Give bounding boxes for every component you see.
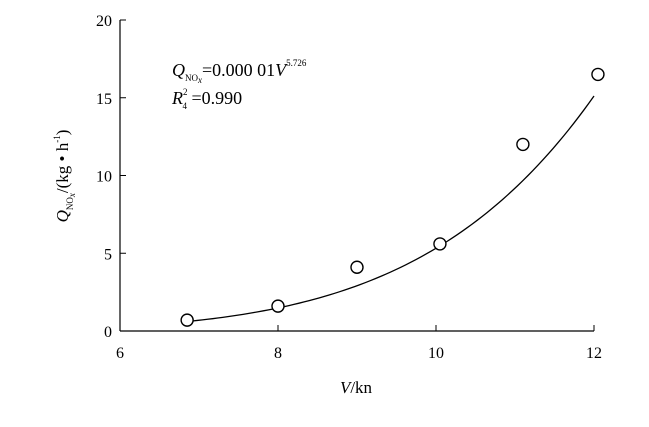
data-points xyxy=(180,67,605,327)
x-axis-title: V/kn xyxy=(340,378,373,397)
x-tick-label: 8 xyxy=(274,345,282,362)
x-axis-var: V xyxy=(340,378,353,397)
y-axis-unit-open: /(kg • h xyxy=(53,142,72,193)
r2-annotation: R2 4 =0.990 xyxy=(171,87,242,111)
y-axis-unit-sup: -1 xyxy=(52,135,62,143)
eq-rhs: =0.000 01 xyxy=(202,60,275,80)
data-point xyxy=(433,237,447,251)
data-point xyxy=(180,313,194,327)
y-tick-label: 10 xyxy=(96,169,112,186)
data-point xyxy=(271,299,285,313)
ticks: 6 8 10 12 0 5 10 15 20 xyxy=(96,13,602,362)
y-axis-var: Q xyxy=(53,210,72,222)
fit-curve-group xyxy=(187,95,595,323)
eq-exp: 5.726 xyxy=(286,58,307,68)
y-axis-title: QNOx/(kg • h-1) xyxy=(52,130,77,223)
x-axis-unit: /kn xyxy=(350,378,372,397)
y-axis-unit-close: ) xyxy=(53,130,72,136)
eq-var: V xyxy=(275,60,288,80)
axes xyxy=(119,20,594,332)
data-point xyxy=(516,137,530,152)
data-point xyxy=(591,67,605,82)
data-point xyxy=(350,260,364,274)
equation-annotation: QNOx=0.000 01V5.726 xyxy=(172,58,307,85)
x-tick-label: 6 xyxy=(116,345,124,362)
r2-rhs: =0.990 xyxy=(187,88,242,108)
r2-sub: 4 xyxy=(183,101,188,111)
y-axis-subsub: x xyxy=(67,193,77,198)
y-tick-label: 5 xyxy=(104,246,112,263)
eq-sub: NO xyxy=(185,73,198,83)
r2-lhs: R xyxy=(171,88,183,108)
r2-sup: 2 xyxy=(183,87,188,97)
y-axis-sub: NO xyxy=(65,197,75,210)
eq-lhs: Q xyxy=(172,60,185,80)
y-tick-label: 20 xyxy=(96,13,112,30)
x-tick-label: 10 xyxy=(428,345,444,362)
y-tick-label: 0 xyxy=(104,324,112,341)
y-tick-label: 15 xyxy=(96,91,112,108)
fit-curve xyxy=(187,95,595,323)
eq-subsub: x xyxy=(197,75,202,85)
x-tick-label: 12 xyxy=(586,345,602,362)
